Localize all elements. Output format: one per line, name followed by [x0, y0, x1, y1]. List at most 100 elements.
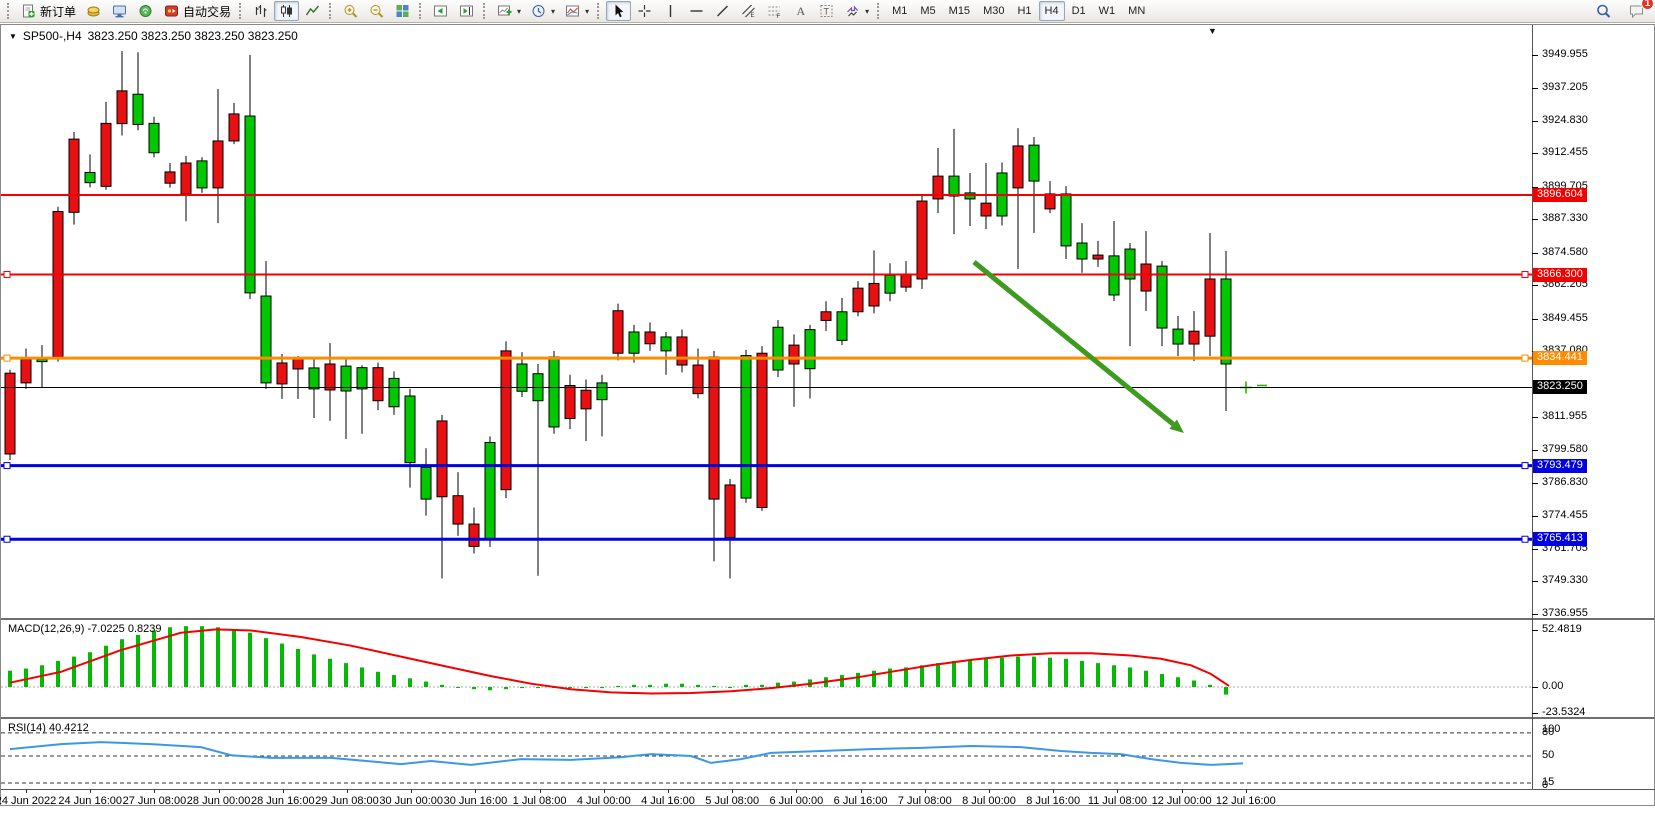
time-label[interactable]: 8 Jul 00:00	[962, 795, 1016, 807]
time-label[interactable]: 28 Jun 00:00	[186, 795, 251, 807]
hline-handle[interactable]	[1521, 535, 1529, 543]
hline-handle[interactable]	[3, 271, 11, 279]
timeframe-m1[interactable]: M1	[892, 5, 908, 17]
timeframe-h4[interactable]: H4	[1038, 1, 1065, 21]
timeframe-m15[interactable]: M15	[948, 5, 971, 17]
trendline-button[interactable]	[710, 1, 735, 21]
notification-badge: 1	[1641, 0, 1654, 10]
candle-chart-icon	[278, 3, 295, 19]
arrow-styles-button[interactable]: ▾	[840, 1, 873, 21]
rsi-level-label: 50	[1542, 749, 1555, 761]
zoom-out-button[interactable]	[364, 1, 389, 21]
time-label[interactable]: 30 Jun 16:00	[443, 795, 508, 807]
time-label[interactable]: 12 Jul 16:00	[1215, 795, 1276, 807]
time-label[interactable]: 24 Jun 2022	[0, 795, 57, 807]
cursor-button[interactable]	[606, 1, 632, 21]
price-tick-label: 3849.455	[1542, 311, 1588, 324]
time-label[interactable]: 29 Jun 08:00	[315, 795, 379, 807]
candle	[212, 140, 224, 189]
crosshair-button[interactable]	[632, 1, 657, 21]
toolbar-grip[interactable]	[597, 3, 602, 19]
candle	[1028, 144, 1040, 182]
crosshair-icon	[636, 3, 653, 19]
macd-name: MACD(12,26,9)	[8, 623, 85, 635]
terminal-button[interactable]	[107, 1, 132, 21]
hline-handle[interactable]	[3, 462, 11, 470]
macd-tick-label: -23.5324	[1542, 705, 1586, 718]
candle-chart-button[interactable]	[274, 1, 300, 21]
fibonacci-button[interactable]: F	[762, 1, 787, 21]
time-tick	[411, 789, 413, 793]
chevron-down-icon[interactable]: ▼	[9, 31, 17, 41]
toolbar-grip[interactable]	[419, 3, 424, 19]
new-chart-button[interactable]: ▾	[492, 1, 525, 21]
zoom-in-button[interactable]	[338, 1, 363, 21]
chart-shift-button[interactable]	[454, 1, 479, 21]
coins-button[interactable]	[81, 1, 106, 21]
hline-handle[interactable]	[1521, 462, 1529, 470]
autotrading-button[interactable]: 自动交易	[159, 1, 235, 21]
hline-handle[interactable]	[3, 535, 11, 543]
candle	[372, 367, 384, 402]
trend-arrow[interactable]	[972, 260, 1184, 433]
chart-window[interactable]: ▼ SP500-,H4 3823.250 3823.250 3823.250 3…	[0, 24, 1655, 807]
time-label[interactable]: 28 Jun 16:00	[250, 795, 315, 807]
time-label[interactable]: 5 Jul 08:00	[705, 795, 760, 807]
dropdown-arrow-icon[interactable]: ▾	[585, 6, 590, 16]
toolbar-grip[interactable]	[239, 3, 244, 19]
price-tick-label: 3736.955	[1542, 606, 1588, 619]
timeframe-mn[interactable]: MN	[1128, 5, 1146, 17]
dropdown-arrow-icon[interactable]: ▾	[551, 6, 556, 16]
time-label[interactable]: 12 Jul 00:00	[1151, 795, 1212, 807]
timeframe-h1[interactable]: H1	[1017, 5, 1032, 17]
time-label[interactable]: 1 Jul 08:00	[512, 795, 567, 807]
text-icon: A	[792, 3, 809, 19]
time-label[interactable]: 27 Jun 08:00	[122, 795, 187, 807]
time-label[interactable]: 4 Jul 00:00	[576, 795, 631, 807]
text-label-button[interactable]: T	[814, 1, 839, 21]
signal-button[interactable]	[133, 1, 158, 21]
tile-windows-button[interactable]	[390, 1, 415, 21]
time-label[interactable]: 11 Jul 08:00	[1087, 795, 1147, 807]
time-label[interactable]: 8 Jul 16:00	[1026, 795, 1081, 807]
timeframe-d1[interactable]: D1	[1071, 5, 1086, 17]
dropdown-arrow-icon[interactable]: ▾	[865, 6, 870, 16]
template-button[interactable]: ▾	[560, 1, 593, 21]
pane-separator[interactable]	[1, 618, 1655, 620]
equidistant-channel-button[interactable]: E	[736, 1, 761, 21]
dropdown-arrow-icon[interactable]: ▾	[517, 6, 522, 16]
search-button[interactable]	[1591, 1, 1616, 21]
toolbar-grip[interactable]	[7, 3, 12, 19]
timeframe-m30[interactable]: M30	[983, 5, 1005, 17]
hline-handle[interactable]	[1521, 354, 1529, 362]
hline-handle[interactable]	[1521, 271, 1529, 279]
time-label[interactable]: 6 Jul 16:00	[833, 795, 888, 807]
vertical-line-button[interactable]	[658, 1, 683, 21]
time-label[interactable]: 6 Jul 00:00	[769, 795, 824, 807]
toolbar-grip[interactable]	[483, 3, 488, 19]
text-label-icon: T	[818, 3, 835, 19]
hline-handle[interactable]	[3, 354, 11, 362]
time-tick	[603, 789, 605, 793]
rsi-label: RSI(14) 40.4212	[8, 722, 89, 734]
bar-chart-button[interactable]	[248, 1, 273, 21]
timeframe-m5[interactable]: M5	[920, 5, 936, 17]
toolbar-grip[interactable]	[877, 3, 882, 19]
chat-button[interactable]: 1	[1624, 0, 1654, 21]
chart-shift-marker[interactable]: ▼	[1208, 26, 1217, 36]
new-order-button[interactable]: 新订单	[16, 1, 80, 21]
clock-button[interactable]: ▾	[526, 1, 559, 21]
toolbar-grip[interactable]	[329, 3, 334, 19]
time-tick	[26, 789, 27, 793]
horizontal-line-button[interactable]	[684, 1, 709, 21]
time-label[interactable]: 4 Jul 16:00	[641, 795, 695, 807]
line-chart-button[interactable]	[300, 1, 325, 21]
time-label[interactable]: 30 Jun 00:00	[379, 795, 443, 807]
time-label[interactable]: 7 Jul 08:00	[897, 795, 952, 807]
text-button[interactable]: A	[788, 1, 813, 21]
pane-separator[interactable]	[1, 717, 1655, 719]
chart-autoscroll-button[interactable]	[428, 1, 453, 21]
timeframe-w1[interactable]: W1	[1098, 5, 1116, 17]
time-label[interactable]: 24 Jun 16:00	[58, 795, 122, 807]
new-chart-icon	[496, 3, 513, 19]
